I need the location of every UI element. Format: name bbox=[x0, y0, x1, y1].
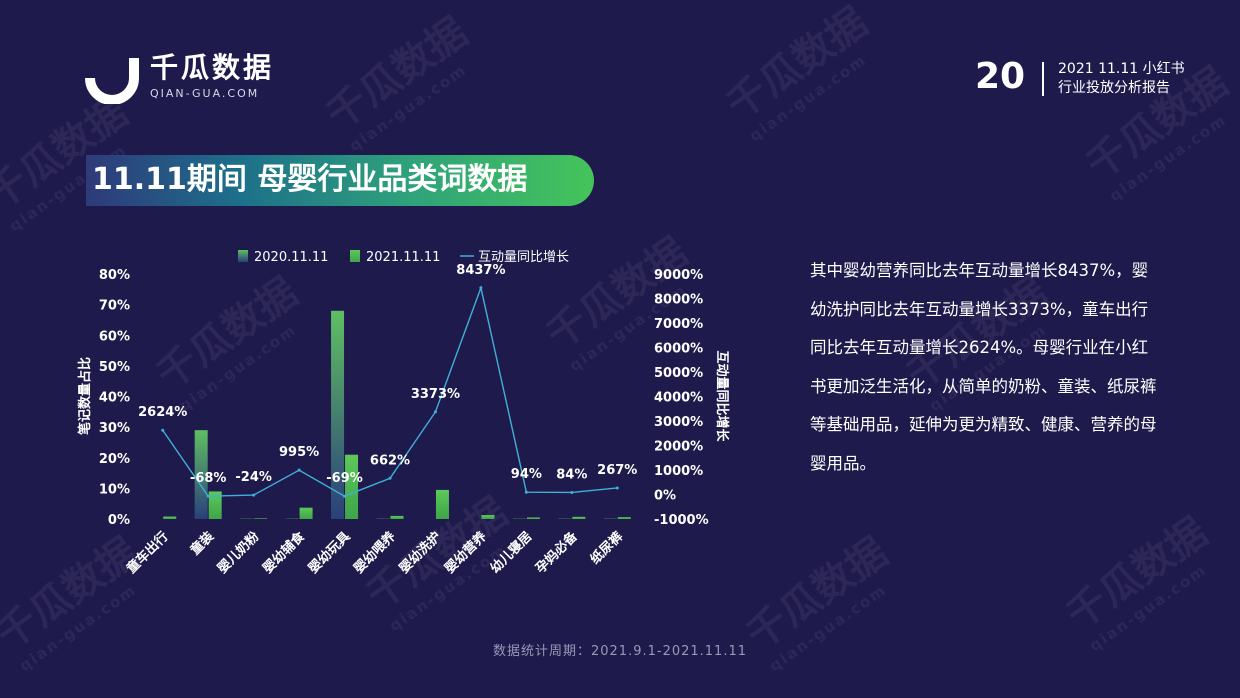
y-tick-label: 60% bbox=[99, 329, 130, 344]
x-category-label: 婴幼玩具 bbox=[305, 529, 353, 577]
x-category-label: 婴幼洗护 bbox=[396, 529, 444, 577]
y-tick-label: 30% bbox=[99, 421, 130, 436]
slide-title: 11.11期间 母婴行业品类词数据 bbox=[92, 162, 528, 197]
line-data-label: 84% bbox=[556, 467, 587, 482]
y2-tick-label: 1000% bbox=[654, 464, 703, 479]
y-tick-label: 20% bbox=[99, 452, 130, 467]
y2-tick-label: 4000% bbox=[654, 391, 703, 406]
title-banner bbox=[86, 155, 594, 206]
bar-2021.11.11 bbox=[617, 517, 631, 519]
bar-2021.11.11 bbox=[435, 489, 449, 519]
line-point bbox=[252, 493, 256, 497]
bar-2021.11.11 bbox=[572, 516, 586, 519]
legend-swatch bbox=[238, 250, 248, 262]
bar-2020.11.11 bbox=[331, 310, 345, 519]
x-category-label: 童装 bbox=[187, 529, 217, 559]
bar-2020.11.11 bbox=[194, 430, 208, 519]
legend-label: 2020.11.11 bbox=[254, 250, 328, 265]
y-tick-label: 10% bbox=[99, 482, 130, 497]
line-data-label: 94% bbox=[511, 467, 542, 482]
y-tick-label: 80% bbox=[99, 268, 130, 283]
x-category-label: 婴幼营养 bbox=[442, 528, 491, 577]
bar-2021.11.11 bbox=[481, 515, 495, 519]
bar-2021.11.11 bbox=[390, 515, 404, 519]
line-point bbox=[615, 486, 619, 490]
y2-tick-label: 7000% bbox=[654, 317, 703, 332]
y2-tick-label: 5000% bbox=[654, 366, 703, 381]
bar-2021.11.11 bbox=[163, 516, 177, 519]
line-data-label: -24% bbox=[235, 470, 272, 485]
x-category-label: 婴幼喂养 bbox=[351, 528, 400, 577]
line-point bbox=[206, 494, 210, 498]
report-title-line2: 行业投放分析报告 bbox=[1058, 80, 1170, 96]
line-point bbox=[297, 468, 301, 472]
brand-logo: 千瓜数据 QIAN-GUA.COM bbox=[84, 48, 274, 104]
line-point bbox=[570, 490, 574, 494]
logo-name: 千瓜数据 bbox=[150, 51, 275, 84]
legend-label: 2021.11.11 bbox=[366, 250, 440, 265]
bar-2021.11.11 bbox=[345, 454, 359, 519]
y-tick-label: 0% bbox=[108, 513, 130, 528]
line-data-label: 267% bbox=[597, 463, 637, 478]
y2-tick-label: 0% bbox=[654, 489, 676, 504]
y2-tick-label: 6000% bbox=[654, 342, 703, 357]
bar-2021.11.11 bbox=[299, 507, 313, 519]
line-data-label: 3373% bbox=[411, 387, 460, 402]
y2-tick-label: 8000% bbox=[654, 293, 703, 308]
x-category-label: 童车出行 bbox=[123, 529, 171, 577]
x-category-label: 纸尿裤 bbox=[587, 529, 626, 568]
line-data-label: 8437% bbox=[456, 263, 505, 278]
line-point bbox=[524, 490, 528, 494]
line-point bbox=[433, 410, 437, 414]
y-tick-label: 40% bbox=[99, 391, 130, 406]
line-data-label: 662% bbox=[370, 453, 410, 468]
x-category-label: 婴儿奶粉 bbox=[214, 529, 262, 577]
line-data-label: 2624% bbox=[138, 405, 187, 420]
x-category-label: 孕妈必备 bbox=[533, 528, 582, 577]
watermark: 千瓜数据 qian-gua.com bbox=[1058, 509, 1216, 656]
y2-axis-title: 互动量同比增长 bbox=[714, 350, 730, 442]
line-data-label: -69% bbox=[326, 471, 363, 486]
y2-tick-label: 3000% bbox=[654, 415, 703, 430]
y-tick-label: 70% bbox=[99, 299, 130, 314]
y-axis-title: 笔记数量占比 bbox=[77, 357, 93, 435]
page-number: 20 bbox=[975, 56, 1026, 97]
logo-domain: QIAN-GUA.COM bbox=[150, 87, 260, 100]
chart-legend: 2020.11.11 2021.11.11 互动量同比增长 bbox=[238, 250, 569, 265]
legend-swatch bbox=[350, 250, 360, 262]
report-title-line1: 2021 11.11 小红书 bbox=[1058, 61, 1185, 77]
x-category-label: 婴幼辅食 bbox=[260, 528, 309, 577]
y2-tick-label: -1000% bbox=[654, 513, 709, 528]
y-tick-label: 50% bbox=[99, 360, 130, 375]
line-point bbox=[343, 494, 347, 498]
data-period: 数据统计周期：2021.9.1-2021.11.11 bbox=[492, 644, 747, 659]
report-title: 2021 11.11 小红书 行业投放分析报告 bbox=[1058, 60, 1185, 98]
line-data-label: 995% bbox=[279, 445, 319, 460]
line-point bbox=[161, 428, 165, 432]
combo-chart: 2020.11.11 2021.11.11 互动量同比增长 0% 10% 20% 30% 4… bbox=[77, 250, 730, 577]
line-data-label: -68% bbox=[190, 471, 227, 486]
header-divider bbox=[1042, 62, 1044, 96]
qiangua-logo-icon bbox=[85, 58, 139, 104]
bar-2021.11.11 bbox=[254, 518, 268, 519]
x-category-label: 幼儿寝居 bbox=[487, 529, 535, 577]
bar-2021.11.11 bbox=[208, 491, 222, 519]
line-point bbox=[388, 476, 392, 480]
description-text: 其中婴幼营养同比去年互动量增长8437%，婴幼洗护同比去年互动量增长3373%，… bbox=[810, 261, 1157, 473]
bar-2021.11.11 bbox=[526, 517, 540, 519]
y2-tick-label: 9000% bbox=[654, 268, 703, 283]
legend-label: 互动量同比增长 bbox=[478, 250, 569, 265]
line-point bbox=[479, 286, 483, 290]
y2-tick-label: 2000% bbox=[654, 440, 703, 455]
